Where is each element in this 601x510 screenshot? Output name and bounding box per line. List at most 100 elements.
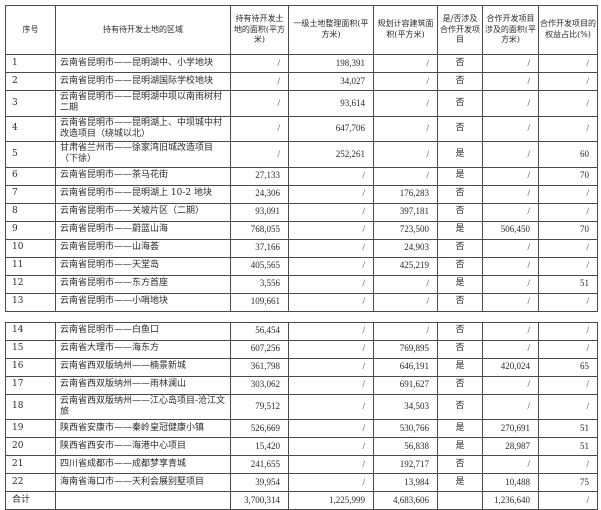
value-cell: / [374, 322, 438, 340]
value-cell: / [483, 275, 539, 293]
value-cell: / [539, 340, 598, 358]
value-cell: / [289, 239, 374, 257]
value-cell: 3,700,314 [231, 492, 289, 510]
value-cell: / [289, 257, 374, 275]
region-cell: 云南省昆明市——昆明湖中坝以南雨树村二期 [56, 91, 231, 117]
value-cell: / [374, 91, 438, 117]
seq-cell: 9 [6, 221, 56, 239]
value-cell: 51 [539, 275, 598, 293]
value-cell: 769,895 [374, 340, 438, 358]
region-cell: 云南省西双版纳州——江心岛项目-沧江文旅 [56, 394, 231, 420]
header-row: 序号持有待开发土地的区域持有待开发土地的面积(平方米)一级土地整理面积(平方米)… [6, 6, 598, 55]
seq-cell: 6 [6, 167, 56, 185]
value-cell: 否 [438, 55, 483, 73]
column-header: 规划计容建筑面积(平方米) [374, 6, 438, 55]
value-cell: 34,027 [289, 73, 374, 91]
value-cell: 28,987 [483, 438, 539, 456]
value-cell: 1,225,999 [289, 492, 374, 510]
value-cell: / [539, 376, 598, 394]
value-cell: / [539, 394, 598, 420]
seq-cell: 17 [6, 376, 56, 394]
value-cell: / [374, 275, 438, 293]
value-cell: 37,166 [231, 239, 289, 257]
column-header: 一级土地整理面积(平方米) [289, 6, 374, 55]
value-cell: 否 [438, 185, 483, 203]
value-cell: 是 [438, 474, 483, 492]
value-cell: 否 [438, 293, 483, 311]
seq-cell: 2 [6, 73, 56, 91]
value-cell: / [231, 142, 289, 168]
value-cell: 是 [438, 438, 483, 456]
value-cell: 是 [438, 167, 483, 185]
value-cell: / [539, 456, 598, 474]
region-cell: 云南省昆明市——昆明湖上、中坝城中村改造项目（绕城以北） [56, 116, 231, 142]
value-cell: / [483, 239, 539, 257]
value-cell: 70 [539, 167, 598, 185]
value-cell: 303,062 [231, 376, 289, 394]
value-cell [438, 492, 483, 510]
region-cell: 云南省昆明市——关坡片区（二期） [56, 203, 231, 221]
seq-cell: 12 [6, 275, 56, 293]
value-cell: / [483, 167, 539, 185]
value-cell: / [539, 239, 598, 257]
seq-cell: 4 [6, 116, 56, 142]
seq-cell: 22 [6, 474, 56, 492]
value-cell: 3,556 [231, 275, 289, 293]
value-cell: 420,024 [483, 358, 539, 376]
value-cell: / [539, 91, 598, 117]
value-cell: / [289, 394, 374, 420]
value-cell: 否 [438, 376, 483, 394]
value-cell: / [289, 438, 374, 456]
seq-cell: 15 [6, 340, 56, 358]
value-cell: / [374, 167, 438, 185]
value-cell: / [289, 203, 374, 221]
value-cell: 否 [438, 394, 483, 420]
value-cell: 397,181 [374, 203, 438, 221]
seq-cell: 16 [6, 358, 56, 376]
seq-cell: 18 [6, 394, 56, 420]
value-cell: / [289, 456, 374, 474]
seq-cell: 14 [6, 322, 56, 340]
value-cell: 646,191 [374, 358, 438, 376]
value-cell: 51 [539, 420, 598, 438]
value-cell: / [483, 203, 539, 221]
value-cell: 270,691 [483, 420, 539, 438]
value-cell: 93,091 [231, 203, 289, 221]
value-cell: / [483, 55, 539, 73]
column-header: 是/否涉及合作开发项目 [438, 6, 483, 55]
value-cell: 否 [438, 73, 483, 91]
value-cell: 691,627 [374, 376, 438, 394]
value-cell: 723,500 [374, 221, 438, 239]
value-cell: 24,903 [374, 239, 438, 257]
value-cell: 否 [438, 257, 483, 275]
value-cell: / [539, 116, 598, 142]
value-cell: 是 [438, 275, 483, 293]
seq-cell: 3 [6, 91, 56, 117]
seq-cell: 合计 [6, 492, 56, 510]
value-cell: / [483, 293, 539, 311]
value-cell: / [231, 116, 289, 142]
value-cell: / [539, 55, 598, 73]
value-cell: / [483, 376, 539, 394]
value-cell: / [231, 73, 289, 91]
region-cell: 云南省昆明市——茶马花街 [56, 167, 231, 185]
value-cell: 647,706 [289, 116, 374, 142]
value-cell: 65 [539, 358, 598, 376]
value-cell: / [539, 203, 598, 221]
column-header: 持有待开发土地的区域 [56, 6, 231, 55]
region-cell: 云南省大理市——海东方 [56, 340, 231, 358]
seq-cell: 7 [6, 185, 56, 203]
land-table-part1: 序号持有待开发土地的区域持有待开发土地的面积(平方米)一级土地整理面积(平方米)… [5, 5, 598, 312]
